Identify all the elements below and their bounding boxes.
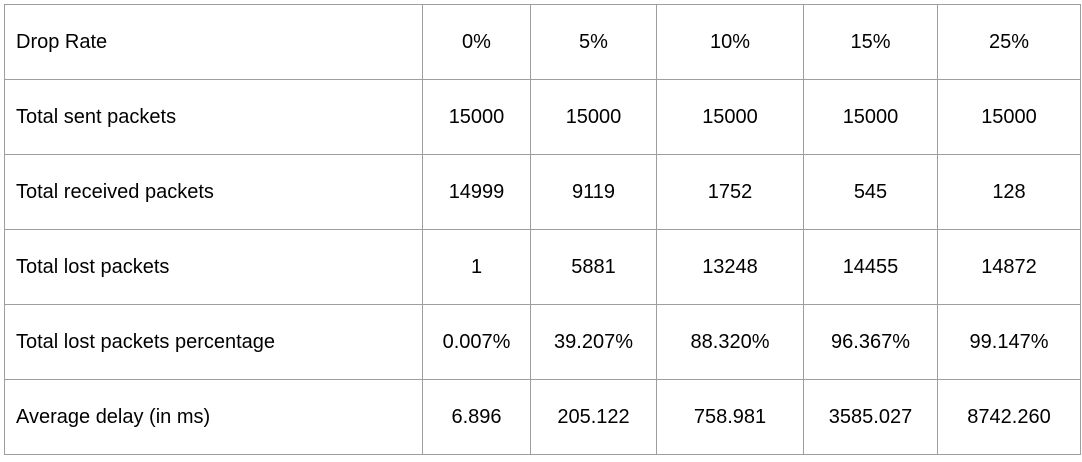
table-row: Total received packets 14999 9119 1752 5… bbox=[4, 154, 1081, 230]
table-cell: 205.122 bbox=[530, 379, 657, 455]
table-cell: 15000 bbox=[422, 79, 531, 155]
table-row: Total lost packets 1 5881 13248 14455 14… bbox=[4, 229, 1081, 305]
table-cell: 15000 bbox=[803, 79, 938, 155]
table-cell: 9119 bbox=[530, 154, 657, 230]
table-cell: 5881 bbox=[530, 229, 657, 305]
header-cell: Drop Rate bbox=[4, 4, 423, 80]
table-cell: 99.147% bbox=[937, 304, 1081, 380]
table-cell: 0.007% bbox=[422, 304, 531, 380]
table-cell: 3585.027 bbox=[803, 379, 938, 455]
table-cell: 96.367% bbox=[803, 304, 938, 380]
table-cell: 1 bbox=[422, 229, 531, 305]
table-header-row: Drop Rate 0% 5% 10% 15% 25% bbox=[4, 4, 1081, 80]
table-cell: 13248 bbox=[656, 229, 804, 305]
header-cell: 5% bbox=[530, 4, 657, 80]
table-cell: 15000 bbox=[656, 79, 804, 155]
table-cell: 14455 bbox=[803, 229, 938, 305]
header-cell: 15% bbox=[803, 4, 938, 80]
table-cell: 14872 bbox=[937, 229, 1081, 305]
header-cell: 25% bbox=[937, 4, 1081, 80]
table-cell: 6.896 bbox=[422, 379, 531, 455]
row-label: Total received packets bbox=[4, 154, 423, 230]
table-row: Average delay (in ms) 6.896 205.122 758.… bbox=[4, 379, 1081, 455]
row-label: Total sent packets bbox=[4, 79, 423, 155]
table-cell: 15000 bbox=[937, 79, 1081, 155]
table-cell: 39.207% bbox=[530, 304, 657, 380]
row-label: Average delay (in ms) bbox=[4, 379, 423, 455]
table-cell: 8742.260 bbox=[937, 379, 1081, 455]
table-cell: 14999 bbox=[422, 154, 531, 230]
table-cell: 15000 bbox=[530, 79, 657, 155]
header-cell: 10% bbox=[656, 4, 804, 80]
row-label: Total lost packets bbox=[4, 229, 423, 305]
table-row: Total sent packets 15000 15000 15000 150… bbox=[4, 79, 1081, 155]
table-cell: 128 bbox=[937, 154, 1081, 230]
table-cell: 758.981 bbox=[656, 379, 804, 455]
table-cell: 1752 bbox=[656, 154, 804, 230]
table-cell: 88.320% bbox=[656, 304, 804, 380]
table-cell: 545 bbox=[803, 154, 938, 230]
row-label: Total lost packets percentage bbox=[4, 304, 423, 380]
header-cell: 0% bbox=[422, 4, 531, 80]
table-row: Total lost packets percentage 0.007% 39.… bbox=[4, 304, 1081, 380]
results-table: Drop Rate 0% 5% 10% 15% 25% Total sent p… bbox=[4, 4, 1081, 455]
